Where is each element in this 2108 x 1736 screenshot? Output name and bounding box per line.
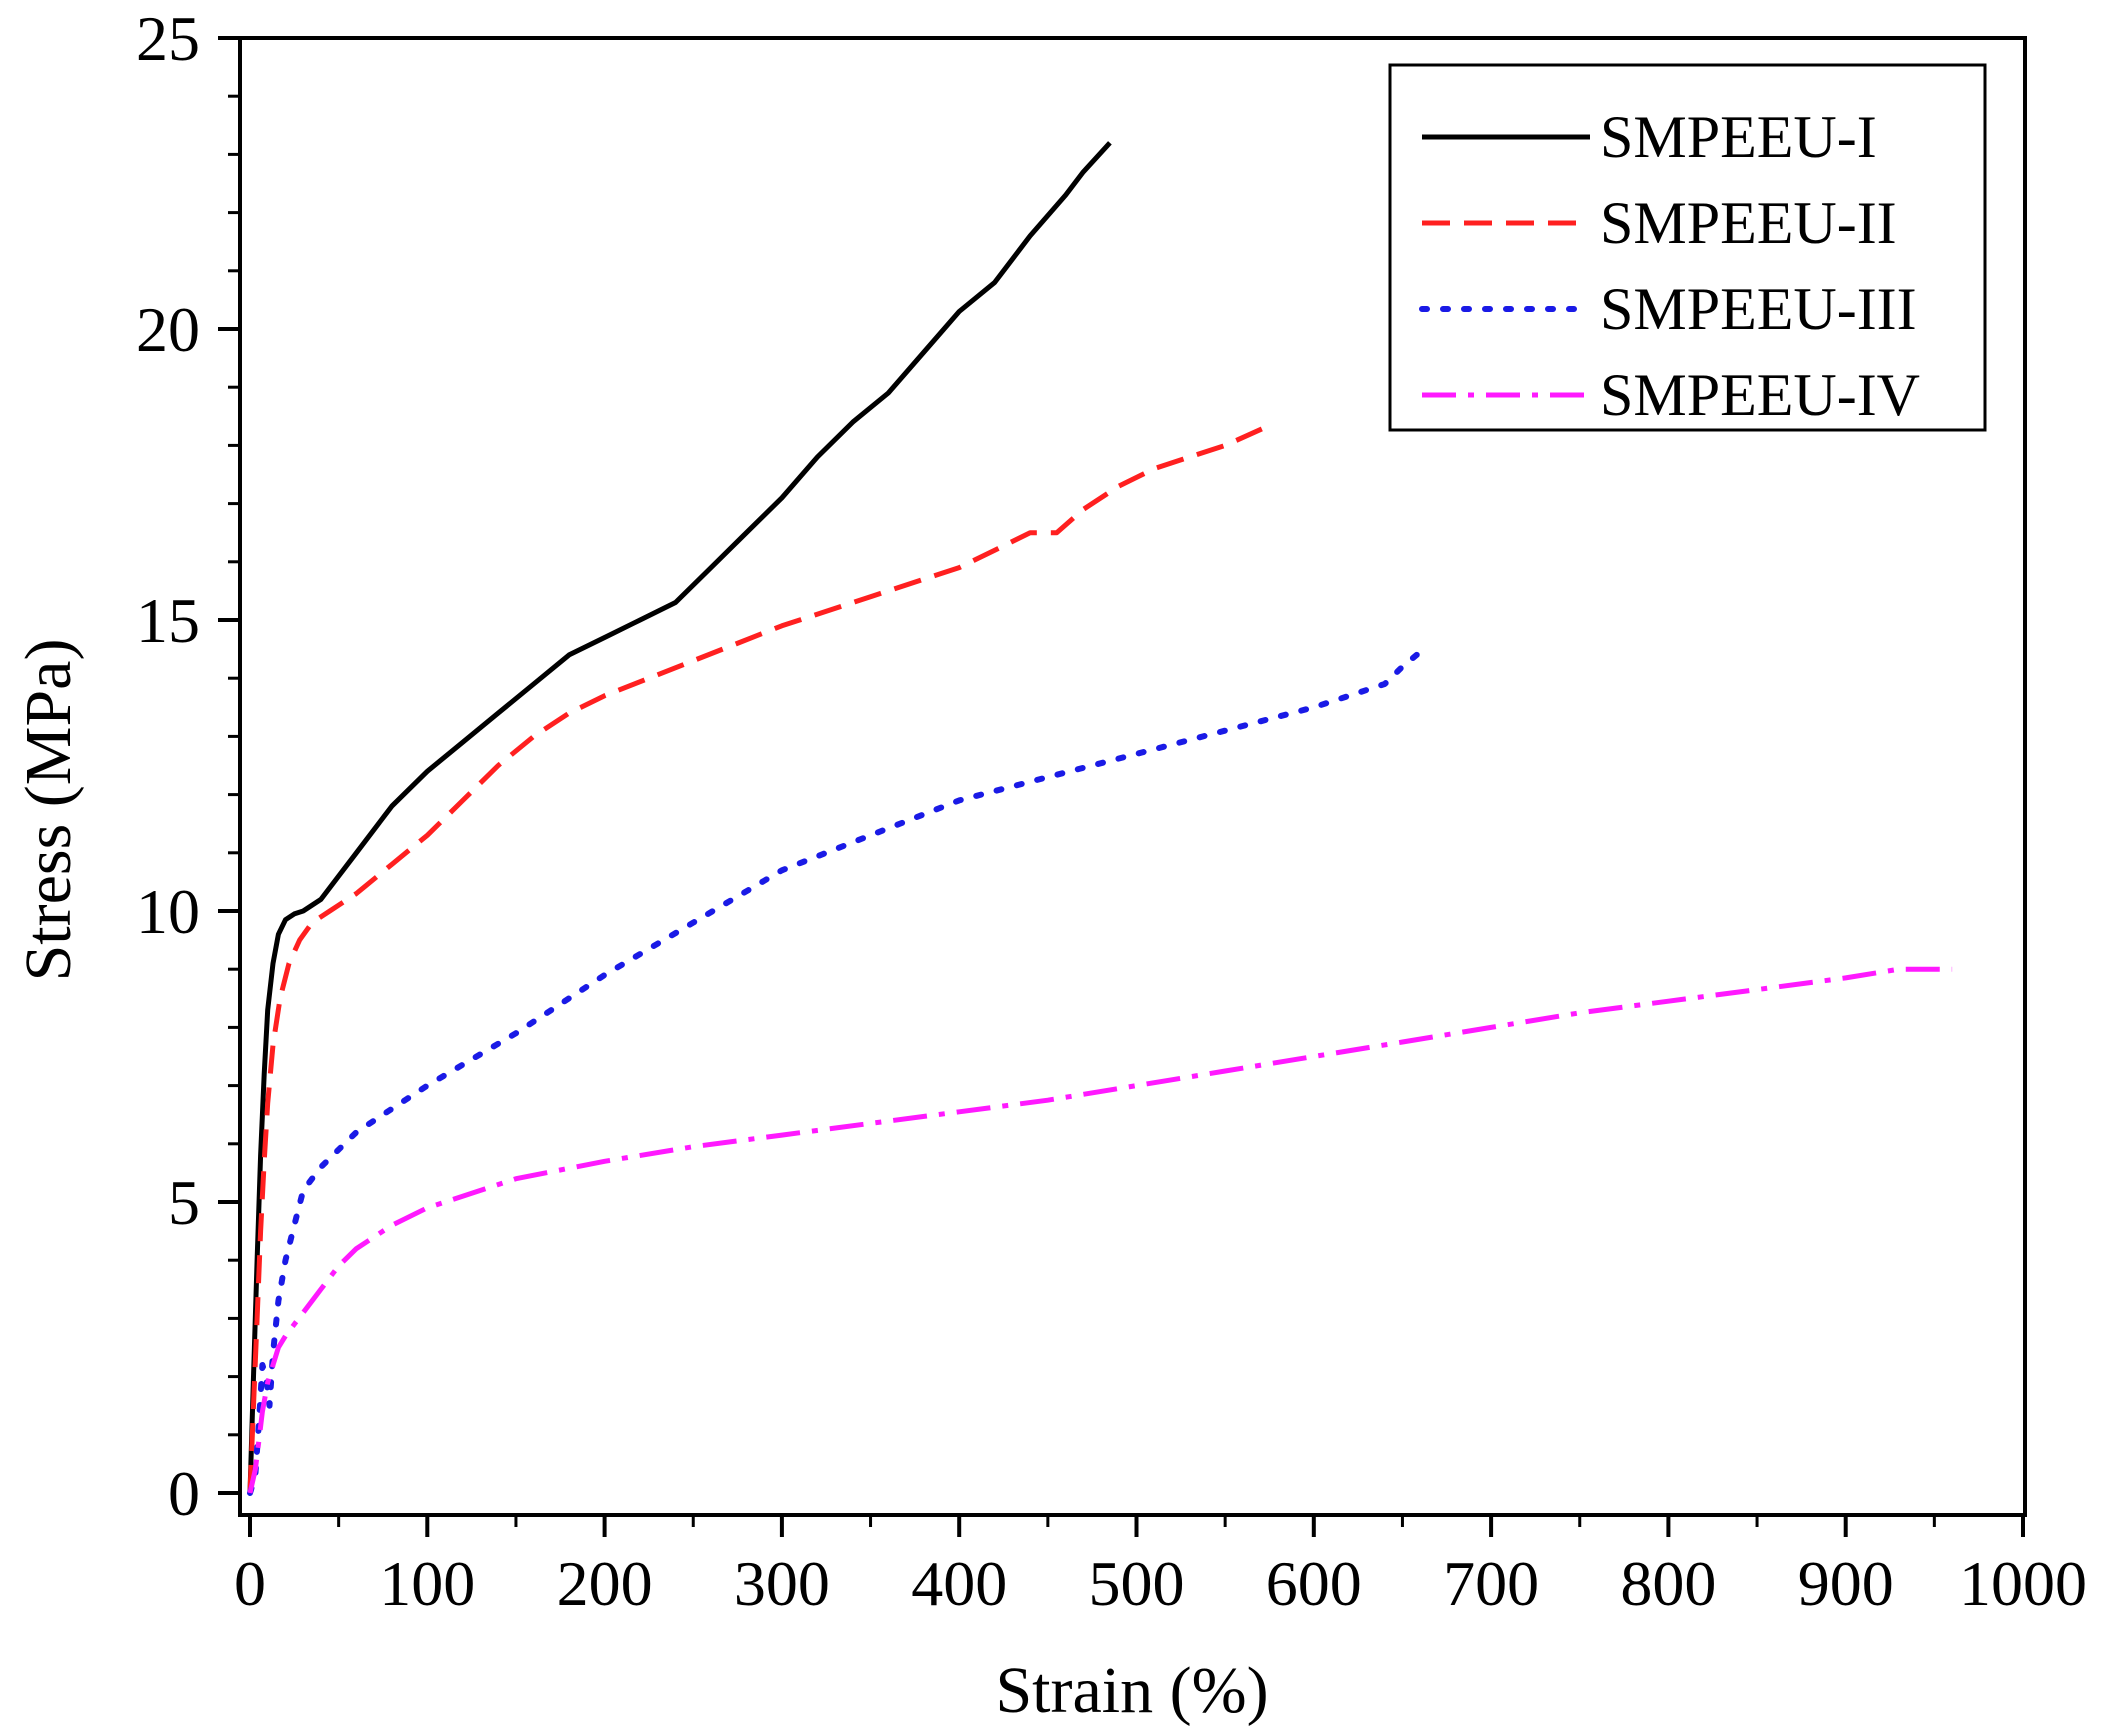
legend: SMPEEU-I SMPEEU-II SMPEEU-III SMPEEU-IV bbox=[1388, 63, 1987, 432]
y-tick-label: 5 bbox=[168, 1167, 200, 1238]
legend-label-1: SMPEEU-I bbox=[1600, 104, 1877, 170]
x-tick-label: 0 bbox=[234, 1548, 266, 1619]
x-tick-label: 900 bbox=[1798, 1548, 1894, 1619]
series-line-4 bbox=[247, 966, 1953, 1494]
x-tick-label: 300 bbox=[734, 1548, 830, 1619]
x-tick-label: 800 bbox=[1620, 1548, 1716, 1619]
series-line-2 bbox=[247, 425, 1266, 1494]
y-axis-title: Stress (MPa) bbox=[12, 639, 85, 982]
axis-ticks: 0 100 200 300 400 500 600 700 800 900 1000 0 5 10 15 20… bbox=[136, 3, 2087, 1619]
x-tick-label: 400 bbox=[911, 1548, 1007, 1619]
legend-label-2: SMPEEU-II bbox=[1600, 190, 1897, 256]
x-tick-label: 1000 bbox=[1959, 1548, 2087, 1619]
legend-box bbox=[1388, 63, 1987, 432]
y-tick-label: 25 bbox=[136, 3, 200, 74]
plot-area-border bbox=[238, 36, 2027, 1517]
y-tick-label: 10 bbox=[136, 876, 200, 947]
x-axis-title: Strain (%) bbox=[995, 1654, 1268, 1727]
series-line-3 bbox=[247, 646, 1427, 1496]
plot-frame bbox=[238, 36, 2027, 1517]
x-tick-label: 200 bbox=[557, 1548, 653, 1619]
y-tick-label: 15 bbox=[136, 585, 200, 656]
series-lines bbox=[247, 141, 1953, 1496]
legend-label-3: SMPEEU-III bbox=[1600, 276, 1917, 342]
x-tick-label: 700 bbox=[1443, 1548, 1539, 1619]
x-tick-label: 100 bbox=[379, 1548, 475, 1619]
x-tick-label: 600 bbox=[1266, 1548, 1362, 1619]
y-tick-label: 0 bbox=[168, 1458, 200, 1529]
x-tick-label: 500 bbox=[1089, 1548, 1185, 1619]
series-line-1 bbox=[247, 141, 1112, 1494]
legend-label-4: SMPEEU-IV bbox=[1600, 362, 1920, 428]
y-tick-label: 20 bbox=[136, 294, 200, 365]
